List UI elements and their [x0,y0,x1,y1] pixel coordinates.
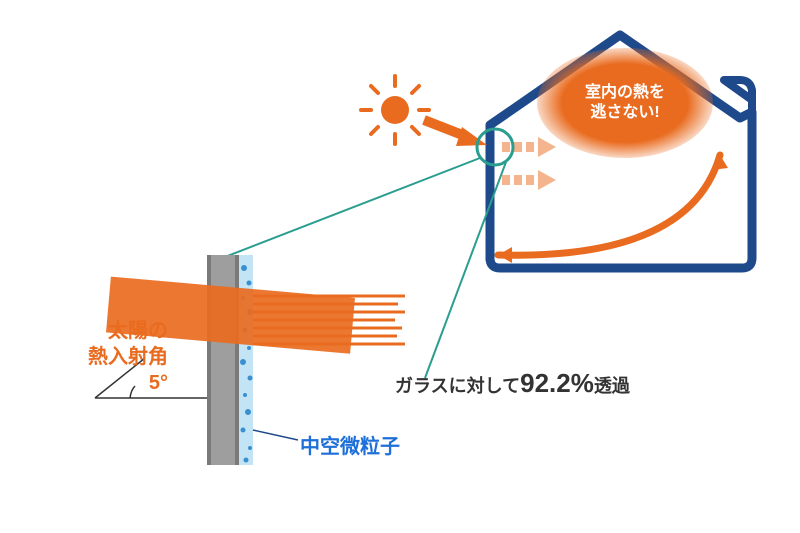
diagram-canvas: 室内の熱を 逃さない! [0,0,800,533]
sun-icon [361,76,429,144]
transmission-prefix: ガラスに対して [395,376,520,396]
transmission-value: 92.2% [520,368,594,398]
transmitted-beams [253,296,405,344]
angle-label-line1: 太陽の [58,318,168,344]
angle-label-line3: 5° [58,370,168,396]
particles-label: 中空微粒子 [300,430,400,459]
dashed-arrows [502,137,556,190]
transmission-label: ガラスに対して92.2%透過 [395,368,630,399]
heat-blob-text1: 室内の熱を [585,82,665,101]
angle-label: 太陽の 熱入射角 5° [58,318,168,396]
angle-label-line2: 熱入射角 [58,344,168,370]
heat-blob-text2: 逃さない! [590,102,659,121]
transmission-suffix: 透過 [594,376,630,396]
heat-curve [498,155,728,263]
particle-leader [253,430,298,440]
heat-blob: 室内の熱を 逃さない! [537,48,713,158]
